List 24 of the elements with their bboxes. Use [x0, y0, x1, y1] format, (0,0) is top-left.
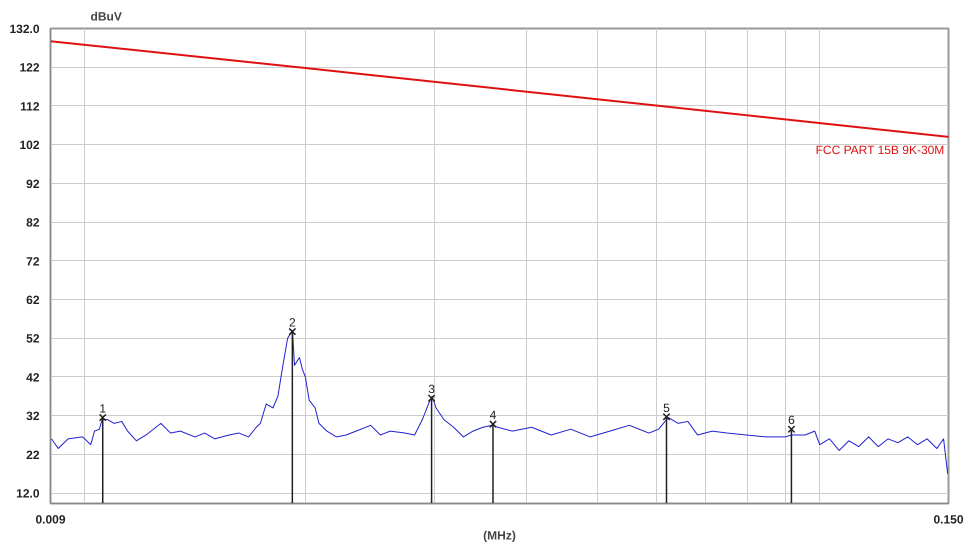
y-tick-label: 62: [26, 292, 40, 307]
annotation: 2: [289, 316, 296, 330]
y-tick-label: 92: [26, 176, 40, 191]
annotation: 1: [99, 402, 106, 416]
y-tick-label: 42: [26, 370, 40, 384]
y-tick-label: 32: [26, 409, 40, 424]
annotation: 4: [490, 408, 497, 422]
y-tick-label: 122: [19, 60, 40, 75]
y-tick-label: 22: [26, 448, 40, 462]
x-tick-label: 0.150: [933, 512, 964, 526]
y-tick-label: 52: [26, 332, 40, 346]
y-tick-label: 132.0: [9, 22, 40, 36]
y-tick-label: 12.0: [16, 486, 40, 501]
y-tick-label: 112: [20, 99, 40, 114]
y-tick-label: 72: [26, 254, 40, 268]
annotation: 6: [788, 413, 796, 428]
annotation: 3: [428, 382, 436, 396]
series-label: FCC PART 15B 9K-30M: [816, 142, 944, 157]
y-axis-title: dBuV: [90, 10, 122, 24]
y-tick-label: 82: [26, 216, 40, 230]
annotation: 5: [663, 400, 670, 415]
x-tick-label: 0.009: [35, 512, 66, 526]
y-tick-label: 102: [19, 138, 40, 152]
x-axis-title: (MHz): [483, 528, 516, 542]
